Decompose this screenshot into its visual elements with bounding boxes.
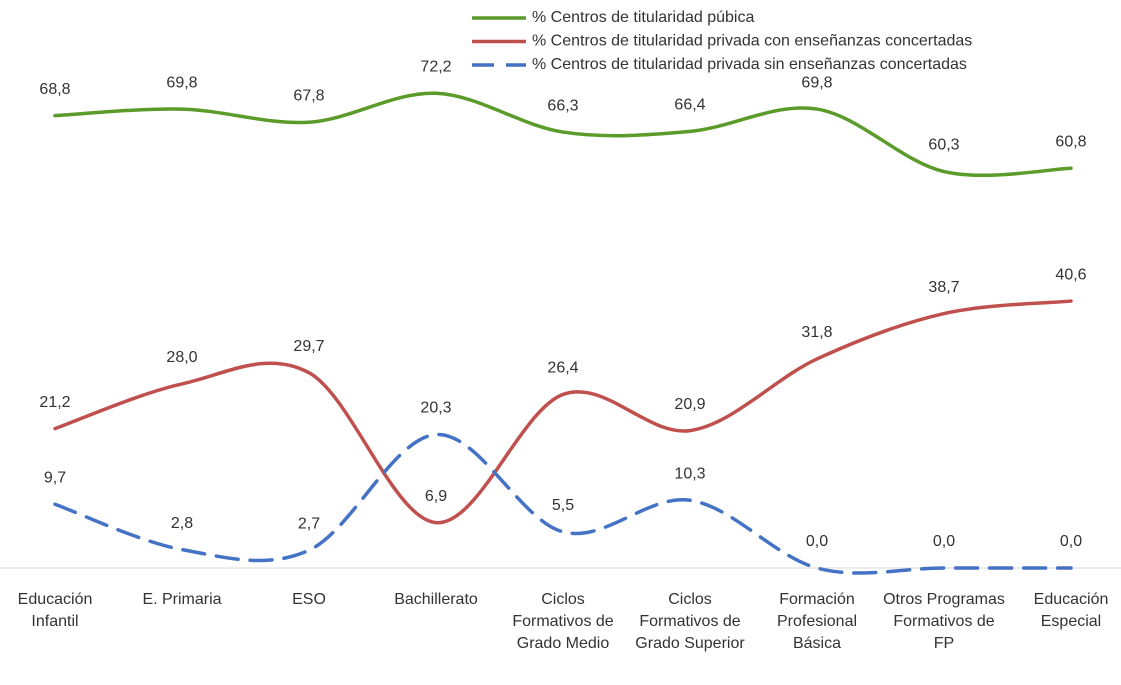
data-label: 0,0 xyxy=(1060,533,1082,550)
data-label: 60,8 xyxy=(1055,133,1086,150)
x-tick-label: Bachillerato xyxy=(394,591,478,608)
data-label: 66,4 xyxy=(674,97,705,114)
data-label: 28,0 xyxy=(166,349,197,366)
x-tick-label: Educación Especial xyxy=(1033,591,1109,630)
data-label: 26,4 xyxy=(547,360,578,377)
data-label: 21,2 xyxy=(39,394,70,411)
data-label: 67,8 xyxy=(293,87,324,104)
data-label: 20,3 xyxy=(420,400,451,417)
series-line xyxy=(53,91,1073,178)
legend-label: % Centros de titularidad privada sin ens… xyxy=(532,56,967,73)
data-label: 29,7 xyxy=(293,338,324,355)
data-label: 2,8 xyxy=(171,515,193,532)
legend-label: % Centros de titularidad privada con ens… xyxy=(532,33,972,50)
data-label: 2,7 xyxy=(298,515,320,532)
data-label: 69,8 xyxy=(166,74,197,91)
x-tick-label: Ciclos Formativos de Grado Superior xyxy=(635,591,745,652)
data-label: 38,7 xyxy=(928,279,959,296)
data-label: 66,3 xyxy=(547,97,578,114)
series-line xyxy=(53,432,1073,575)
data-label: 0,0 xyxy=(933,533,955,550)
x-tick-label: Ciclos Formativos de Grado Medio xyxy=(512,591,614,652)
data-label: 10,3 xyxy=(674,465,705,482)
data-label: 6,9 xyxy=(425,488,447,505)
data-label: 0,0 xyxy=(806,533,828,550)
x-tick-label: Otros Programas Formativos de FP xyxy=(883,591,1005,652)
data-label: 40,6 xyxy=(1055,266,1086,283)
series-line xyxy=(53,299,1073,525)
data-label: 20,9 xyxy=(674,396,705,413)
data-label: 9,7 xyxy=(44,469,66,486)
x-tick-label: Formación Profesional Básica xyxy=(776,591,858,652)
legend-label: % Centros de titularidad púbica xyxy=(532,9,754,26)
x-tick-label: E. Primaria xyxy=(142,591,222,608)
data-label: 31,8 xyxy=(801,324,832,341)
data-label: 72,2 xyxy=(420,59,451,76)
x-tick-label: ESO xyxy=(292,591,326,608)
data-label: 60,3 xyxy=(928,137,959,154)
x-tick-label: Educación Infantil xyxy=(17,591,93,630)
data-label: 69,8 xyxy=(801,74,832,91)
data-label: 5,5 xyxy=(552,497,574,514)
data-label: 68,8 xyxy=(39,81,70,98)
